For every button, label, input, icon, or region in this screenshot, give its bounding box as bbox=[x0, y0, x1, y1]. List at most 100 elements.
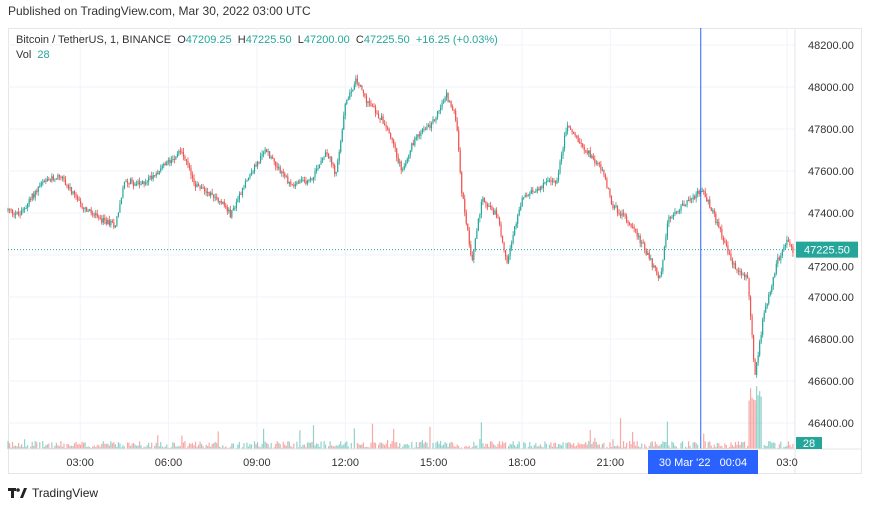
candle-body bbox=[207, 191, 209, 193]
candle-body bbox=[308, 180, 310, 182]
candle-body bbox=[633, 226, 635, 229]
volume-bar bbox=[402, 446, 404, 449]
volume-bar bbox=[420, 441, 422, 449]
candle-body bbox=[686, 200, 688, 206]
volume-bar bbox=[749, 388, 752, 449]
low-label: L bbox=[297, 34, 304, 46]
candle-body bbox=[595, 162, 597, 164]
volume-bar bbox=[790, 447, 793, 449]
candle-body bbox=[352, 89, 354, 92]
volume-bar bbox=[527, 446, 529, 449]
candle-body bbox=[462, 193, 464, 199]
candle-body bbox=[234, 207, 236, 209]
volume-bar bbox=[672, 442, 675, 449]
candle-body bbox=[22, 208, 24, 211]
volume-bar bbox=[731, 445, 734, 449]
candle-body bbox=[340, 141, 342, 153]
candle-body bbox=[244, 181, 247, 188]
candle-body bbox=[122, 188, 124, 198]
price-tick-label: 48200.00 bbox=[808, 40, 854, 52]
tradingview-logo[interactable]: TradingView bbox=[8, 486, 98, 500]
volume-bar bbox=[774, 442, 776, 449]
candle-body bbox=[675, 211, 678, 213]
candle-body bbox=[343, 115, 345, 130]
volume-bar bbox=[573, 443, 575, 449]
volume-bar bbox=[46, 444, 48, 449]
candle-body bbox=[114, 225, 116, 228]
volume-bar bbox=[777, 447, 779, 449]
volume-bar bbox=[479, 439, 481, 449]
volume-bar bbox=[388, 447, 390, 449]
volume-bar bbox=[636, 441, 638, 449]
candle-body bbox=[515, 223, 517, 227]
candle-body bbox=[243, 187, 245, 189]
candle-body bbox=[270, 157, 272, 159]
candle-body bbox=[90, 209, 92, 214]
volume-bar bbox=[7, 441, 9, 449]
volume-bar bbox=[81, 441, 83, 449]
candle-body bbox=[666, 223, 669, 237]
candle-body bbox=[396, 148, 398, 158]
candle-body bbox=[208, 191, 210, 196]
volume-bar bbox=[108, 445, 110, 449]
candle-body bbox=[349, 92, 351, 99]
candle-body bbox=[200, 187, 203, 189]
volume-bar bbox=[492, 444, 495, 449]
candle-body bbox=[51, 176, 53, 181]
candle-body bbox=[321, 157, 324, 161]
volume-bar bbox=[140, 445, 142, 449]
candle-body bbox=[592, 155, 594, 159]
volume-bar bbox=[633, 441, 635, 449]
candle-body bbox=[786, 239, 788, 246]
volume-bar bbox=[207, 446, 209, 449]
candle-body bbox=[566, 125, 569, 132]
candle-body bbox=[647, 252, 649, 255]
volume-bar bbox=[143, 446, 145, 449]
candle-body bbox=[420, 132, 422, 137]
candle-body bbox=[52, 176, 54, 180]
chart-frame[interactable] bbox=[8, 28, 862, 474]
volume-bar bbox=[11, 442, 14, 449]
candle-body bbox=[774, 273, 776, 277]
volume-bar bbox=[393, 428, 395, 449]
candle-body bbox=[126, 180, 129, 184]
candle-body bbox=[692, 196, 694, 200]
volume-bar bbox=[712, 447, 714, 449]
candle-body bbox=[775, 263, 777, 274]
volume-bar bbox=[468, 445, 470, 449]
volume-bar bbox=[606, 446, 608, 449]
candle-body bbox=[107, 219, 109, 225]
candle-body bbox=[488, 205, 490, 207]
candle-body bbox=[616, 205, 619, 213]
volume-bar bbox=[517, 444, 519, 449]
candle-body bbox=[21, 210, 23, 216]
volume-bar bbox=[456, 444, 458, 449]
candle-body bbox=[137, 181, 139, 184]
candle-body bbox=[350, 91, 352, 93]
candle-body bbox=[445, 92, 448, 98]
volume-bar bbox=[660, 444, 662, 449]
volume-bar bbox=[111, 443, 113, 449]
candle-body bbox=[680, 205, 682, 211]
volume-bar bbox=[622, 441, 625, 449]
price-tick-label: 47200.00 bbox=[808, 262, 854, 274]
candle-body bbox=[568, 125, 570, 128]
candle-body bbox=[264, 149, 266, 153]
volume-bar bbox=[57, 445, 59, 449]
candle-body bbox=[87, 211, 89, 213]
volume-bar bbox=[441, 445, 443, 449]
volume-bar bbox=[429, 426, 431, 449]
candle-body bbox=[790, 244, 793, 247]
volume-bar bbox=[740, 442, 743, 449]
price-tick-label: 47000.00 bbox=[808, 292, 854, 304]
volume-bar bbox=[104, 443, 106, 449]
candle-body bbox=[455, 110, 457, 121]
volume-bar bbox=[734, 441, 737, 449]
volume-bar bbox=[632, 431, 634, 449]
volume-bar bbox=[297, 447, 299, 449]
volume-bar bbox=[589, 430, 591, 449]
volume-bar bbox=[653, 446, 655, 449]
candle-body bbox=[197, 184, 200, 187]
candle-body bbox=[710, 207, 712, 211]
